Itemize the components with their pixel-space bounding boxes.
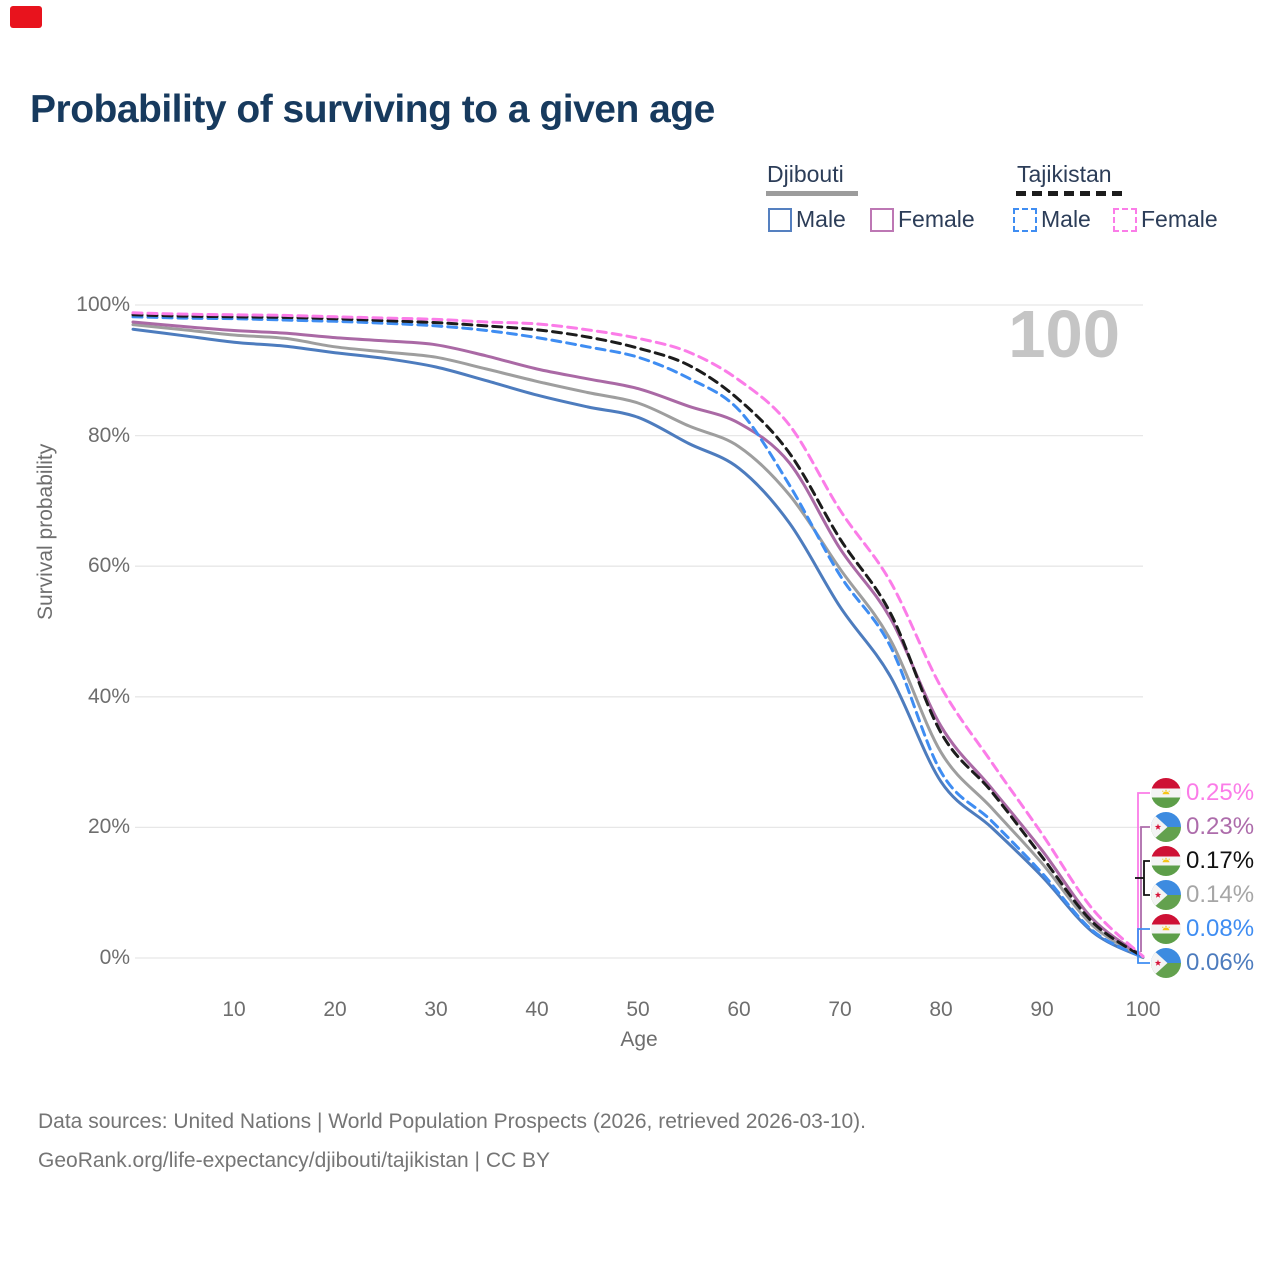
y-tick-label: 80% [87,423,130,447]
legend-swatch-djibouti-female [870,207,894,232]
x-tick-label: 20 [323,998,347,1021]
legend-item-tajikistan-female[interactable]: Female [1113,206,1218,233]
x-tick-label: 10 [222,998,246,1021]
legend-swatch-djibouti-male [768,207,792,232]
end-label-connector [1143,860,1150,896]
end-value-label: 0.08% [1151,914,1254,944]
y-tick-label: 60% [87,554,130,578]
legend-group-tajikistan: Tajikistan [1017,161,1112,188]
end-value-text: 0.17% [1186,847,1255,874]
series-line [131,327,1145,960]
age-watermark: 100 [1008,297,1120,372]
legend-tajikistan-underline [1016,191,1122,196]
legend-item-tajikistan-male[interactable]: Male [1013,206,1091,233]
x-tick-label: 30 [424,998,448,1021]
x-axis-title: Age [620,1028,658,1051]
tajikistan-flag-icon [1151,846,1181,876]
end-label-connector [1137,928,1150,964]
series-line [131,323,1145,959]
end-label-connector [1137,792,1150,954]
end-value-label: 0.25% [1151,778,1254,808]
y-tick-label: 100% [76,293,130,316]
y-tick-label: 40% [87,684,130,708]
djibouti-flag-icon [1151,880,1181,910]
legend-group-djibouti: Djibouti [767,161,844,188]
legend-swatch-tajikistan-female [1113,207,1137,232]
legend-djibouti-underline [766,191,858,196]
y-tick-label: 0% [99,946,130,969]
end-label-connector [1140,826,1150,952]
footer-attribution: GeoRank.org/life-expectancy/djibouti/taj… [38,1149,551,1172]
legend-item-djibouti-female[interactable]: Female [870,206,975,233]
tajikistan-flag-icon [1151,914,1181,944]
legend-group-tajikistan-label: Tajikistan [1017,161,1112,187]
end-value-text: 0.23% [1186,813,1255,840]
end-value-label: 0.23% [1151,812,1254,842]
footer-data-sources: Data sources: United Nations | World Pop… [38,1110,867,1133]
series-line [131,311,1145,958]
recording-indicator [10,6,42,28]
legend-item-djibouti-male[interactable]: Male [768,206,846,233]
legend-group-djibouti-label: Djibouti [767,161,844,187]
djibouti-flag-icon [1151,812,1181,842]
end-value-label: 0.06% [1151,948,1254,978]
page-title: Probability of surviving to a given age [30,88,715,131]
series-line [131,313,1145,959]
legend-label-tajikistan-male: Male [1041,206,1091,232]
series-line [131,320,1145,958]
x-tick-label: 60 [727,998,751,1021]
end-value-text: 0.25% [1186,779,1255,806]
end-value-label: 0.14% [1151,880,1254,910]
x-tick-label: 40 [525,998,549,1021]
tajikistan-flag-icon [1151,778,1181,808]
y-tick-label: 20% [87,815,130,839]
end-value-text: 0.06% [1186,949,1255,976]
end-value-text: 0.08% [1186,915,1255,942]
x-tick-label: 90 [1030,998,1054,1021]
legend-label-djibouti-female: Female [898,206,975,232]
legend-swatch-tajikistan-male [1013,207,1037,232]
x-tick-label: 80 [929,998,953,1021]
djibouti-flag-icon [1151,948,1181,978]
series-line [131,315,1145,959]
end-value-text: 0.14% [1186,881,1255,908]
x-tick-label: 50 [626,998,650,1021]
end-value-label: 0.17% [1151,846,1254,876]
x-tick-label: 100 [1125,998,1161,1021]
legend-label-djibouti-male: Male [796,206,846,232]
legend-label-tajikistan-female: Female [1141,206,1218,232]
x-tick-label: 70 [828,998,852,1021]
